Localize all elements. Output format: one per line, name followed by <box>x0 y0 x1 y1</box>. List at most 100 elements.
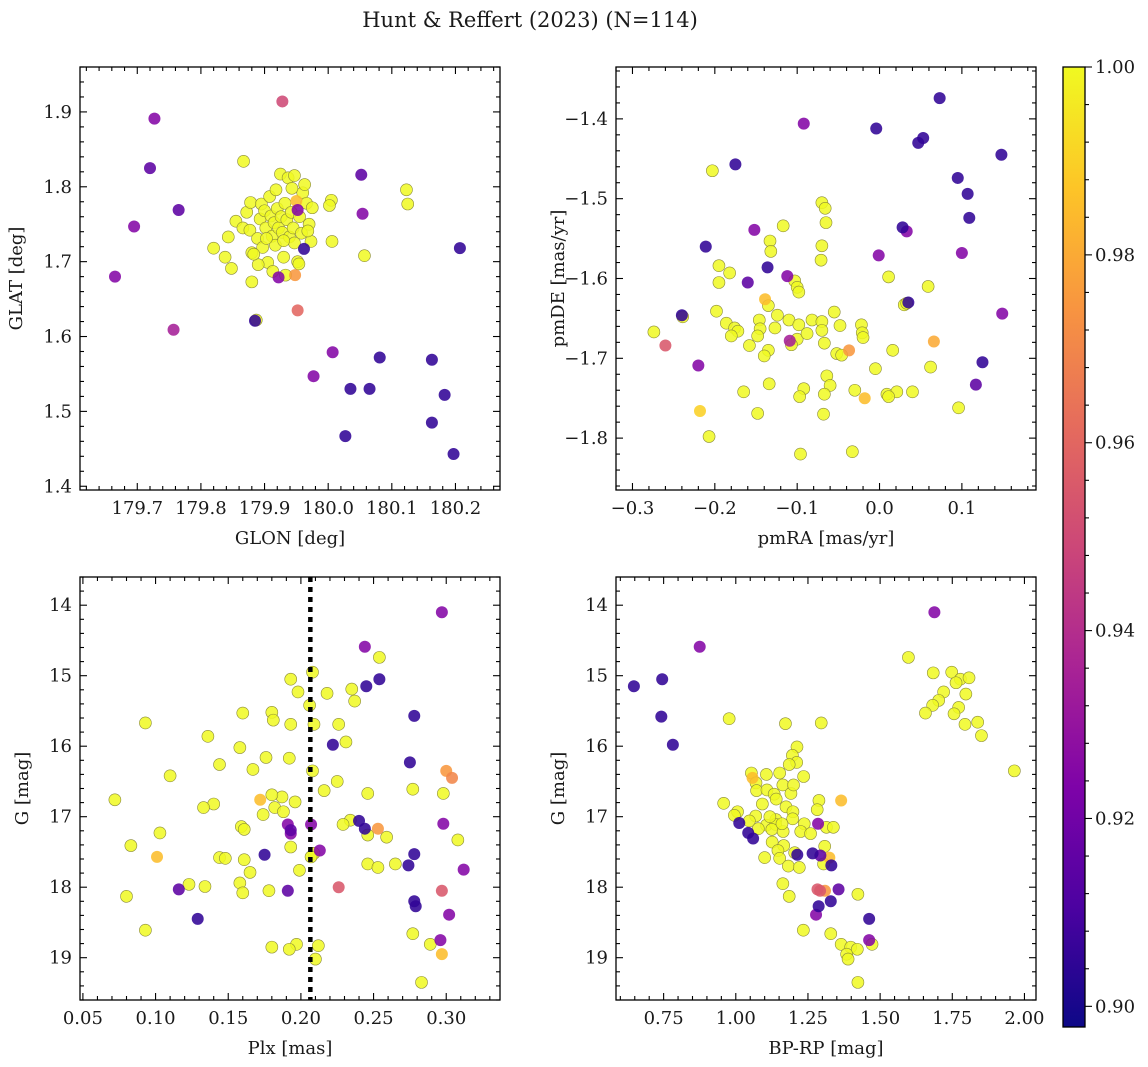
scatter-point <box>288 169 301 182</box>
scatter-point <box>804 827 817 840</box>
scatter-point <box>919 706 932 720</box>
scatter-point <box>446 771 459 784</box>
scatter-point <box>435 884 448 897</box>
scatter-point <box>958 718 972 731</box>
scatter-point <box>712 276 726 289</box>
scatter-point <box>779 717 792 730</box>
scatter-point <box>902 296 915 309</box>
scatter-point <box>277 234 290 247</box>
y-tick-label: 18 <box>49 877 72 898</box>
scatter-point <box>363 382 376 395</box>
scatter-point <box>856 331 870 344</box>
scatter-point <box>896 221 909 234</box>
scatter-point <box>291 204 304 216</box>
scatter-points <box>109 95 466 461</box>
scatter-point <box>817 407 830 421</box>
scatter-point <box>971 715 984 729</box>
y-tick-label: −1.5 <box>564 189 608 210</box>
scatter-point <box>167 323 180 336</box>
scatter-point <box>144 162 156 175</box>
scatter-point <box>717 796 730 810</box>
scatter-point <box>815 324 829 337</box>
scatter-point <box>933 92 946 105</box>
scatter-point <box>191 912 204 925</box>
y-tick-label: 1.4 <box>43 476 72 497</box>
scatter-point <box>124 839 138 852</box>
scatter-point <box>773 766 786 780</box>
scatter-point <box>771 308 784 322</box>
scatter-point <box>924 360 937 374</box>
scatter-point <box>435 606 448 619</box>
scatter-point <box>272 271 285 284</box>
scatter-point <box>959 687 973 701</box>
colorbar-tick-label: 0.94 <box>1095 621 1135 642</box>
scatter-point <box>823 379 837 392</box>
scatter-point <box>317 784 331 797</box>
scatter-point <box>182 878 196 891</box>
scatter-point <box>882 390 895 403</box>
y-tick-label: 1.5 <box>43 401 72 422</box>
scatter-point <box>926 666 940 680</box>
scatter-point <box>265 788 279 802</box>
scatter-point <box>344 382 357 395</box>
scatter-point <box>358 822 371 835</box>
scatter-point <box>284 840 298 854</box>
scatter-point <box>371 822 384 835</box>
x-axis-label: BP-RP [mag] <box>768 1038 883 1059</box>
scatter-point <box>153 826 167 840</box>
scatter-point <box>249 314 261 327</box>
scatter-point <box>832 883 845 896</box>
y-axis-label: GLAT [deg] <box>6 227 27 331</box>
scatter-point <box>751 407 764 420</box>
scatter-point <box>824 895 837 908</box>
scatter-point <box>712 259 726 273</box>
scatter-point <box>221 230 235 244</box>
scatter-point <box>851 942 864 956</box>
scatter-point <box>298 242 310 255</box>
scatter-point <box>320 687 334 700</box>
scatter-point <box>434 934 447 947</box>
scatter-point <box>723 266 736 280</box>
scatter-point <box>298 178 311 191</box>
scatter-point <box>768 321 782 335</box>
scatter-point <box>447 448 460 461</box>
scatter-point <box>172 883 185 896</box>
scatter-point <box>846 445 859 458</box>
scatter-point <box>833 319 847 332</box>
colorbar-tick-label: 0.90 <box>1095 996 1135 1017</box>
scatter-point <box>402 859 415 872</box>
scatter-point <box>818 201 832 215</box>
scatter-point <box>207 241 220 255</box>
y-axis-label: G [mag] <box>12 752 33 825</box>
scatter-point <box>786 812 799 826</box>
scatter-point <box>692 359 705 372</box>
y-tick-label: −1.4 <box>564 109 608 130</box>
scatter-point <box>219 851 232 865</box>
scatter-point <box>748 223 761 236</box>
scatter-point <box>851 887 865 901</box>
scatter-point <box>814 716 828 730</box>
scatter-points <box>108 606 470 989</box>
x-tick-label: 1.75 <box>932 1008 972 1029</box>
scatter-point <box>694 404 706 417</box>
scatter-point <box>290 195 303 208</box>
scatter-point <box>656 673 669 686</box>
scatter-point <box>787 778 800 792</box>
x-tick-label: 179.7 <box>112 498 164 519</box>
scatter-point <box>313 844 326 857</box>
scatter-point <box>792 318 806 332</box>
x-tick-label: 180.1 <box>366 498 418 519</box>
scatter-point <box>312 939 325 953</box>
scatter-point <box>361 787 375 800</box>
scatter-point <box>792 861 806 874</box>
scatter-point <box>773 851 786 865</box>
scatter-point <box>284 672 298 686</box>
panel-bottom-left: 0.05 0.10 0.15 0.20 0.25 0.30 14 15 16 17 18 19 Plx … <box>12 576 501 1059</box>
scatter-point <box>285 181 299 195</box>
scatter-point <box>332 718 345 731</box>
scatter-point <box>148 112 161 125</box>
scatter-point <box>996 307 1009 320</box>
scatter-point <box>824 927 838 941</box>
scatter-point <box>457 863 470 876</box>
